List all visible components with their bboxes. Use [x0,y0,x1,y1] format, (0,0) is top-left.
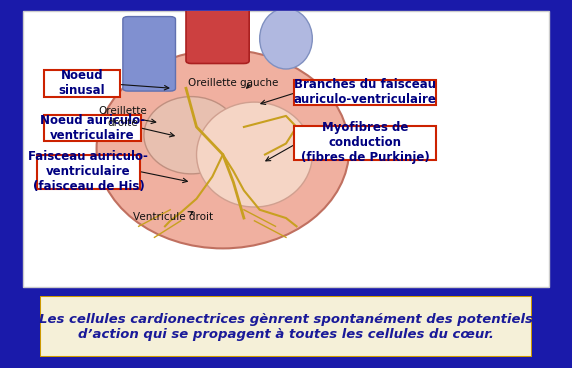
Text: Oreillette gauche: Oreillette gauche [188,78,279,88]
Ellipse shape [197,102,312,207]
Ellipse shape [260,8,312,69]
FancyBboxPatch shape [37,155,140,189]
Text: Les cellules cardionectrices gènrent spontanément des potentiels
d’action qui se: Les cellules cardionectrices gènrent spo… [39,312,533,341]
FancyBboxPatch shape [44,70,120,97]
FancyBboxPatch shape [186,8,249,64]
Ellipse shape [97,50,349,248]
Text: Noeud auriculo-
ventriculaire: Noeud auriculo- ventriculaire [40,114,145,142]
FancyBboxPatch shape [294,125,436,160]
Text: Noeud
sinusal: Noeud sinusal [59,70,105,98]
Text: Myofibres de
conduction
(fibres de Purkinje): Myofibres de conduction (fibres de Purki… [300,121,430,164]
FancyBboxPatch shape [44,114,141,141]
FancyBboxPatch shape [23,11,549,287]
FancyBboxPatch shape [40,296,532,357]
Text: Faisceau auriculo-
ventriculaire
(faisceau de His): Faisceau auriculo- ventriculaire (faisce… [29,150,148,193]
FancyBboxPatch shape [123,17,176,91]
FancyBboxPatch shape [294,80,436,105]
Text: Branches du faisceau
auriculo-ventriculaire: Branches du faisceau auriculo-ventricula… [293,78,436,106]
Ellipse shape [144,97,239,174]
Text: Ventricule droit: Ventricule droit [133,212,213,222]
Text: Oreillette
droite: Oreillette droite [98,106,147,128]
